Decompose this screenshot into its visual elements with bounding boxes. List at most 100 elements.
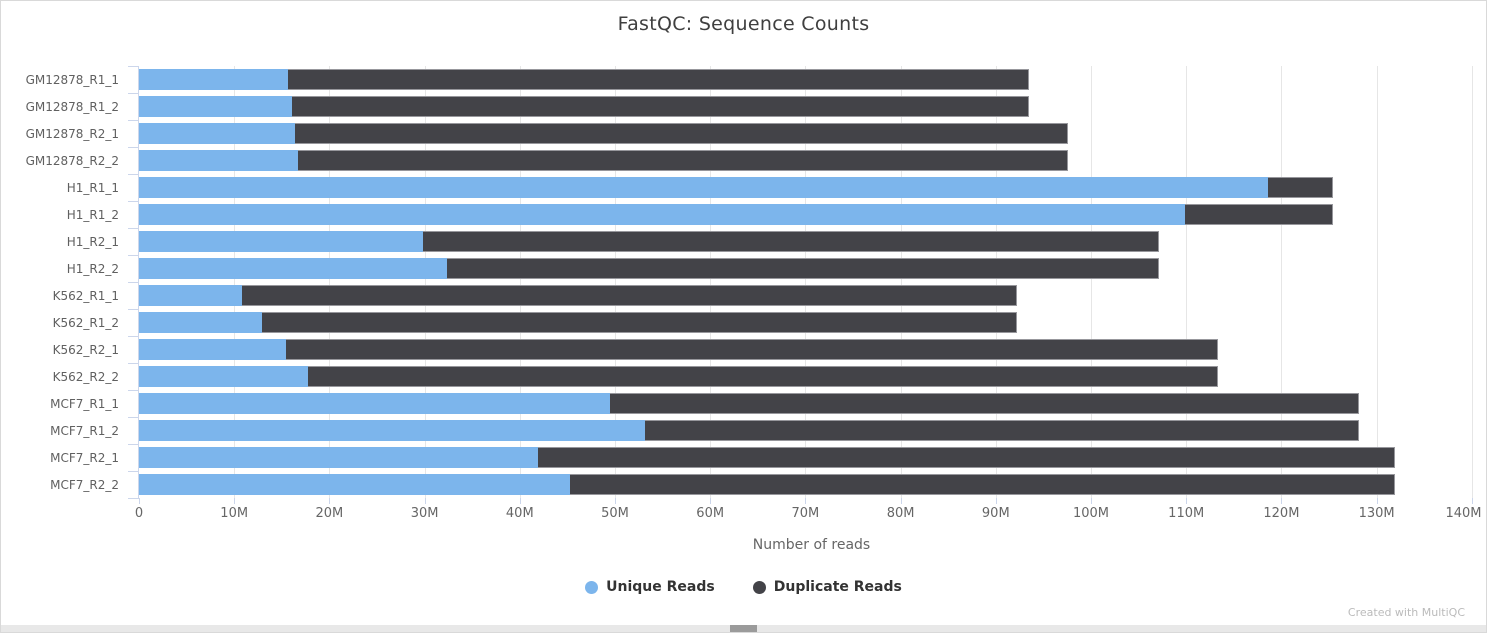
bar-segment-MCF7_R2_2-duplicate-reads[interactable] — [570, 474, 1395, 495]
x-tick-label-100M: 100M — [1072, 506, 1110, 521]
legend-item-duplicate-reads[interactable]: Duplicate Reads — [752, 579, 902, 595]
bar-row-MCF7_R1_2 — [139, 420, 1359, 441]
x-tick-label-90M: 90M — [981, 506, 1010, 521]
x-tick-label-10M: 10M — [220, 506, 249, 521]
y-axis-tick — [128, 66, 139, 67]
y-axis-tick — [128, 444, 139, 445]
bar-row-K562_R2_2 — [139, 366, 1218, 387]
bar-row-MCF7_R2_2 — [139, 474, 1395, 495]
gridline-140M — [1471, 66, 1473, 498]
x-axis-tick — [329, 498, 331, 504]
bar-segment-H1_R2_1-duplicate-reads[interactable] — [422, 231, 1159, 252]
bar-segment-K562_R2_2-duplicate-reads[interactable] — [308, 366, 1218, 387]
bar-segment-H1_R1_1-duplicate-reads[interactable] — [1268, 177, 1333, 198]
y-category-label-K562_R2_2: K562_R2_2 — [52, 369, 119, 384]
x-axis-tick — [1281, 498, 1283, 504]
bar-segment-K562_R2_1-duplicate-reads[interactable] — [285, 339, 1218, 360]
x-axis-tick — [234, 498, 236, 504]
bar-segment-GM12878_R2_2-unique-reads[interactable] — [139, 150, 298, 171]
y-category-label-MCF7_R2_2: MCF7_R2_2 — [50, 477, 119, 492]
chart-title: FastQC: Sequence Counts — [617, 13, 870, 35]
y-category-label-MCF7_R1_2: MCF7_R1_2 — [50, 423, 119, 438]
y-axis-tick — [128, 255, 139, 256]
x-axis-tick — [424, 498, 426, 504]
y-category-label-H1_R2_1: H1_R2_1 — [66, 234, 119, 249]
legend-label: Duplicate Reads — [773, 579, 902, 595]
gridline-40M — [519, 66, 521, 498]
bar-segment-H1_R1_2-unique-reads[interactable] — [139, 204, 1186, 225]
gridline-20M — [329, 66, 331, 498]
x-axis-tick — [1376, 498, 1378, 504]
x-tick-label-140M: 140M — [1445, 506, 1482, 521]
bar-segment-GM12878_R2_2-duplicate-reads[interactable] — [297, 150, 1069, 171]
y-category-label-GM12878_R2_2: GM12878_R2_2 — [25, 153, 119, 168]
horizontal-scrollbar-track[interactable] — [1, 625, 1486, 632]
bar-segment-MCF7_R1_2-unique-reads[interactable] — [139, 420, 646, 441]
bar-row-H1_R1_1 — [139, 177, 1333, 198]
bar-segment-MCF7_R1_1-duplicate-reads[interactable] — [610, 393, 1359, 414]
bar-row-K562_R1_1 — [139, 285, 1017, 306]
bar-segment-MCF7_R2_1-unique-reads[interactable] — [139, 447, 538, 468]
gridline-120M — [1281, 66, 1283, 498]
x-tick-label-50M: 50M — [601, 506, 629, 521]
bar-segment-K562_R2_2-unique-reads[interactable] — [139, 366, 309, 387]
y-axis-tick — [128, 336, 139, 337]
x-tick-label-0: 0 — [134, 506, 144, 521]
y-axis-tick — [128, 201, 139, 202]
y-axis-tick — [128, 93, 139, 94]
bar-segment-GM12878_R1_1-unique-reads[interactable] — [139, 69, 289, 90]
bar-row-H1_R2_2 — [139, 258, 1159, 279]
bar-segment-MCF7_R2_2-unique-reads[interactable] — [139, 474, 571, 495]
bar-segment-GM12878_R1_1-duplicate-reads[interactable] — [288, 69, 1030, 90]
bar-segment-GM12878_R2_1-unique-reads[interactable] — [139, 123, 296, 144]
bar-segment-H1_R1_2-duplicate-reads[interactable] — [1185, 204, 1333, 225]
y-axis-tick — [128, 228, 139, 229]
x-tick-label-30M: 30M — [410, 506, 439, 521]
bar-segment-H1_R2_1-unique-reads[interactable] — [139, 231, 423, 252]
y-axis-tick — [128, 147, 139, 148]
x-axis-tick — [1186, 498, 1188, 504]
y-category-label-K562_R1_1: K562_R1_1 — [52, 288, 119, 303]
bar-row-GM12878_R1_2 — [139, 96, 1030, 117]
bar-row-GM12878_R2_1 — [139, 123, 1069, 144]
bar-segment-MCF7_R2_1-duplicate-reads[interactable] — [537, 447, 1395, 468]
y-axis-tick — [128, 363, 139, 364]
x-axis-tick — [900, 498, 902, 504]
bar-segment-H1_R2_2-duplicate-reads[interactable] — [447, 258, 1159, 279]
x-tick-label-20M: 20M — [315, 506, 344, 521]
x-axis-tick — [139, 498, 140, 504]
bar-segment-GM12878_R1_2-duplicate-reads[interactable] — [292, 96, 1030, 117]
bar-segment-H1_R1_1-unique-reads[interactable] — [139, 177, 1269, 198]
bar-segment-K562_R1_1-unique-reads[interactable] — [139, 285, 242, 306]
plot-area — [139, 66, 1484, 498]
gridline-110M — [1186, 66, 1188, 498]
gridline-70M — [805, 66, 807, 498]
gridline-60M — [710, 66, 712, 498]
horizontal-scrollbar-thumb[interactable] — [730, 625, 757, 632]
y-axis-tick — [128, 282, 139, 283]
legend-item-unique-reads[interactable]: Unique Reads — [585, 579, 715, 595]
bar-segment-K562_R1_1-duplicate-reads[interactable] — [241, 285, 1017, 306]
bar-row-K562_R1_2 — [139, 312, 1017, 333]
bar-row-GM12878_R1_1 — [139, 69, 1030, 90]
bar-segment-GM12878_R1_2-unique-reads[interactable] — [139, 96, 293, 117]
bar-segment-GM12878_R2_1-duplicate-reads[interactable] — [295, 123, 1069, 144]
y-category-label-K562_R2_1: K562_R2_1 — [52, 342, 119, 357]
bar-segment-H1_R2_2-unique-reads[interactable] — [139, 258, 448, 279]
x-tick-label-110M: 110M — [1168, 506, 1205, 521]
bar-segment-MCF7_R1_2-duplicate-reads[interactable] — [645, 420, 1359, 441]
bar-segment-K562_R2_1-unique-reads[interactable] — [139, 339, 286, 360]
x-axis-tick — [519, 498, 521, 504]
x-axis-tick — [710, 498, 712, 504]
y-category-label-MCF7_R2_1: MCF7_R2_1 — [50, 450, 119, 465]
bar-segment-K562_R1_2-duplicate-reads[interactable] — [261, 312, 1017, 333]
x-tick-label-40M: 40M — [505, 506, 534, 521]
y-category-label-MCF7_R1_1: MCF7_R1_1 — [50, 396, 119, 411]
y-category-label-K562_R1_2: K562_R1_2 — [52, 315, 119, 330]
y-axis-tick — [128, 174, 139, 175]
y-category-label-GM12878_R1_2: GM12878_R1_2 — [25, 99, 119, 114]
bar-segment-MCF7_R1_1-unique-reads[interactable] — [139, 393, 611, 414]
legend-label: Unique Reads — [606, 579, 715, 595]
bar-segment-K562_R1_2-unique-reads[interactable] — [139, 312, 262, 333]
y-axis-tick — [128, 417, 139, 418]
